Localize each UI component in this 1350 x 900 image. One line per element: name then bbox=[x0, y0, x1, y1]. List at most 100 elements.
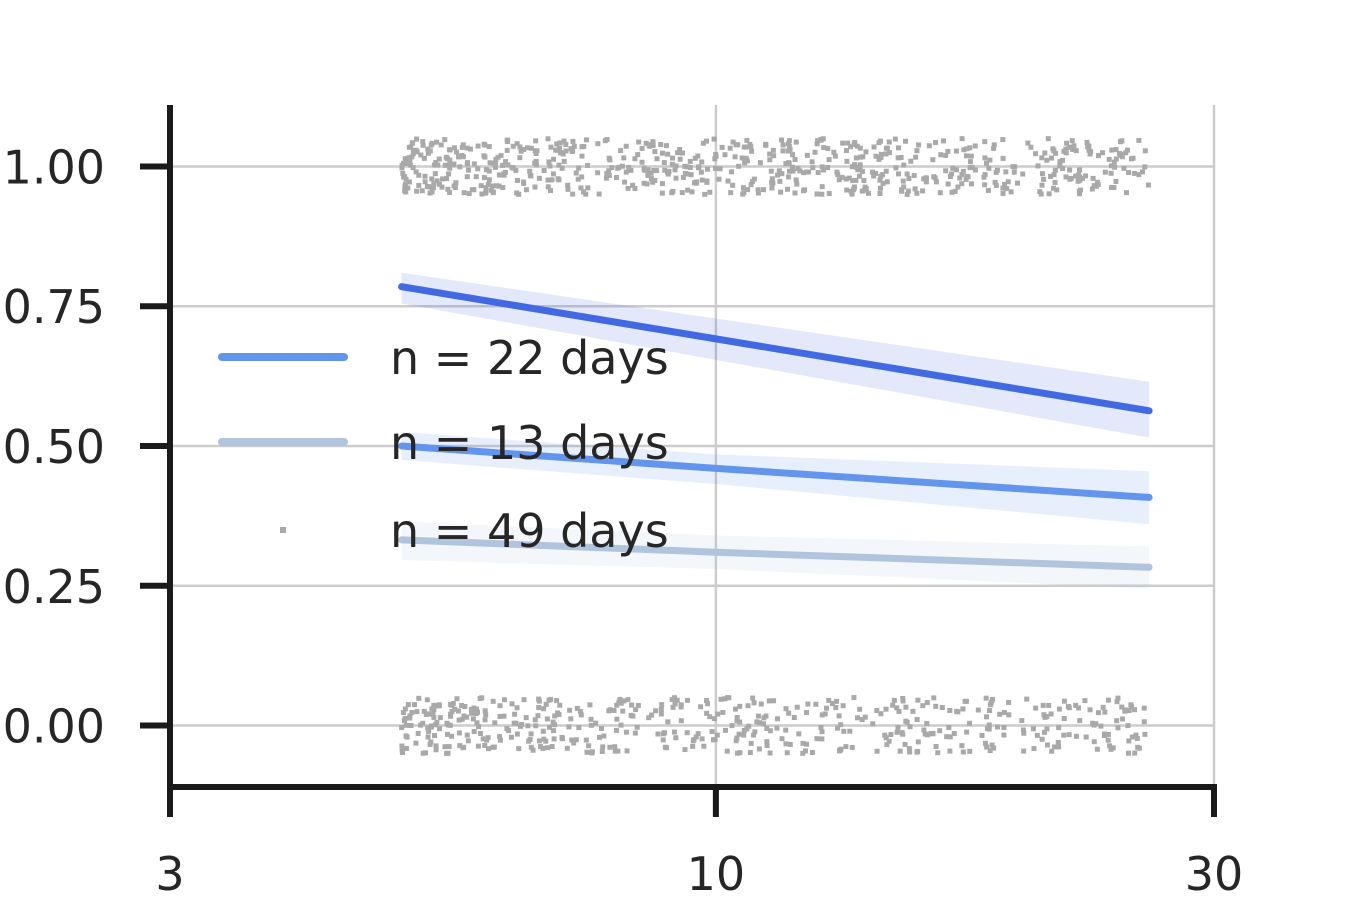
scatter-point bbox=[550, 719, 556, 725]
scatter-point bbox=[1113, 156, 1119, 162]
scatter-point bbox=[869, 169, 875, 175]
scatter-point bbox=[625, 697, 631, 703]
scatter-point bbox=[829, 701, 835, 707]
scatter-point bbox=[883, 151, 889, 157]
scatter-point bbox=[707, 189, 713, 195]
scatter-point bbox=[1140, 169, 1146, 175]
scatter-point bbox=[557, 150, 563, 156]
scatter-point bbox=[737, 703, 743, 709]
scatter-point bbox=[552, 722, 558, 728]
scatter-point bbox=[584, 749, 590, 755]
scatter-point bbox=[960, 706, 966, 712]
legend: n = 22 days n = 13 days n = 49 days bbox=[218, 331, 669, 558]
scatter-point bbox=[433, 743, 439, 749]
scatter-point bbox=[1064, 140, 1070, 146]
scatter-point bbox=[541, 168, 547, 174]
scatter-point bbox=[771, 153, 777, 159]
scatter-point bbox=[720, 709, 726, 715]
scatter-point bbox=[733, 738, 739, 744]
scatter-point bbox=[684, 697, 690, 703]
scatter-point bbox=[792, 156, 798, 162]
scatter-point bbox=[603, 175, 609, 181]
scatter-point bbox=[1125, 723, 1131, 729]
scatter-point bbox=[844, 187, 850, 193]
scatter-point bbox=[1039, 155, 1045, 161]
scatter-point bbox=[501, 171, 507, 177]
axes: 0.00 0.25 0.50 0.75 1.00 3 10 30 bbox=[3, 105, 1243, 900]
scatter-point bbox=[633, 707, 639, 713]
scatter-point bbox=[955, 184, 961, 190]
scatter-point bbox=[645, 167, 651, 173]
scatter-point bbox=[724, 748, 730, 754]
scatter-point bbox=[964, 146, 970, 152]
scatter-point bbox=[519, 722, 525, 728]
scatter-point bbox=[1089, 186, 1095, 192]
scatter-point bbox=[479, 191, 485, 197]
scatter-point bbox=[449, 733, 455, 739]
scatter-point bbox=[695, 731, 701, 737]
scatter-point bbox=[994, 167, 1000, 173]
scatter-point bbox=[511, 720, 517, 726]
scatter-point bbox=[424, 184, 430, 190]
scatter-point bbox=[1000, 185, 1006, 191]
scatter-point bbox=[630, 182, 636, 188]
scatter-point bbox=[883, 168, 889, 174]
scatter-point bbox=[578, 185, 584, 191]
scatter-point bbox=[673, 175, 679, 181]
scatter-point bbox=[696, 164, 702, 170]
scatter-point bbox=[486, 144, 492, 150]
scatter-point bbox=[448, 711, 454, 717]
scatter-point bbox=[1126, 170, 1132, 176]
scatter-point bbox=[431, 181, 437, 187]
scatter-point bbox=[1006, 712, 1012, 718]
scatter-point bbox=[1044, 157, 1050, 163]
scatter-point bbox=[767, 157, 773, 163]
series-line-3 bbox=[398, 536, 1153, 571]
scatter-point bbox=[481, 141, 487, 147]
scatter-point bbox=[429, 140, 435, 146]
scatter-point bbox=[846, 175, 852, 181]
scatter-point bbox=[874, 708, 880, 714]
scatter-point bbox=[725, 178, 731, 184]
scatter-point bbox=[1048, 173, 1054, 179]
scatter-point bbox=[1136, 172, 1142, 178]
scatter-point bbox=[449, 708, 455, 714]
scatter-point bbox=[784, 750, 790, 756]
scatter-point bbox=[442, 137, 448, 143]
scatter-point bbox=[826, 697, 832, 703]
scatter-point bbox=[1107, 743, 1113, 749]
scatter-point bbox=[961, 147, 967, 153]
scatter-point bbox=[924, 700, 930, 706]
scatter-point bbox=[1050, 185, 1056, 191]
scatter-point bbox=[1102, 169, 1108, 175]
scatter-point bbox=[491, 161, 497, 167]
scatter-point bbox=[1082, 698, 1088, 704]
scatter-point bbox=[1073, 148, 1079, 154]
scatter-point bbox=[1066, 705, 1072, 711]
scatter-point bbox=[410, 148, 416, 154]
scatter-point bbox=[899, 730, 905, 736]
scatter-point bbox=[405, 157, 411, 163]
scatter-point bbox=[878, 173, 884, 179]
scatter-point bbox=[989, 697, 995, 703]
scatter-point bbox=[431, 714, 437, 720]
scatter-point bbox=[883, 706, 889, 712]
scatter-point bbox=[679, 190, 685, 196]
scatter-point bbox=[561, 158, 567, 164]
scatter-point bbox=[900, 695, 906, 701]
scatter-point bbox=[809, 159, 815, 165]
scatter-point bbox=[1128, 156, 1134, 162]
scatter-point bbox=[536, 175, 542, 181]
scatter-point bbox=[614, 174, 620, 180]
scatter-point bbox=[933, 703, 939, 709]
scatter-point bbox=[485, 735, 491, 741]
scatter-point bbox=[1073, 702, 1079, 708]
scatter-point bbox=[1077, 177, 1083, 183]
scatter-point bbox=[461, 190, 467, 196]
scatter-point bbox=[734, 735, 740, 741]
scatter-point bbox=[451, 145, 457, 151]
scatter-point bbox=[1141, 719, 1147, 725]
scatter-point bbox=[659, 150, 665, 156]
scatter-point bbox=[925, 732, 931, 738]
scatter-point bbox=[466, 191, 472, 197]
